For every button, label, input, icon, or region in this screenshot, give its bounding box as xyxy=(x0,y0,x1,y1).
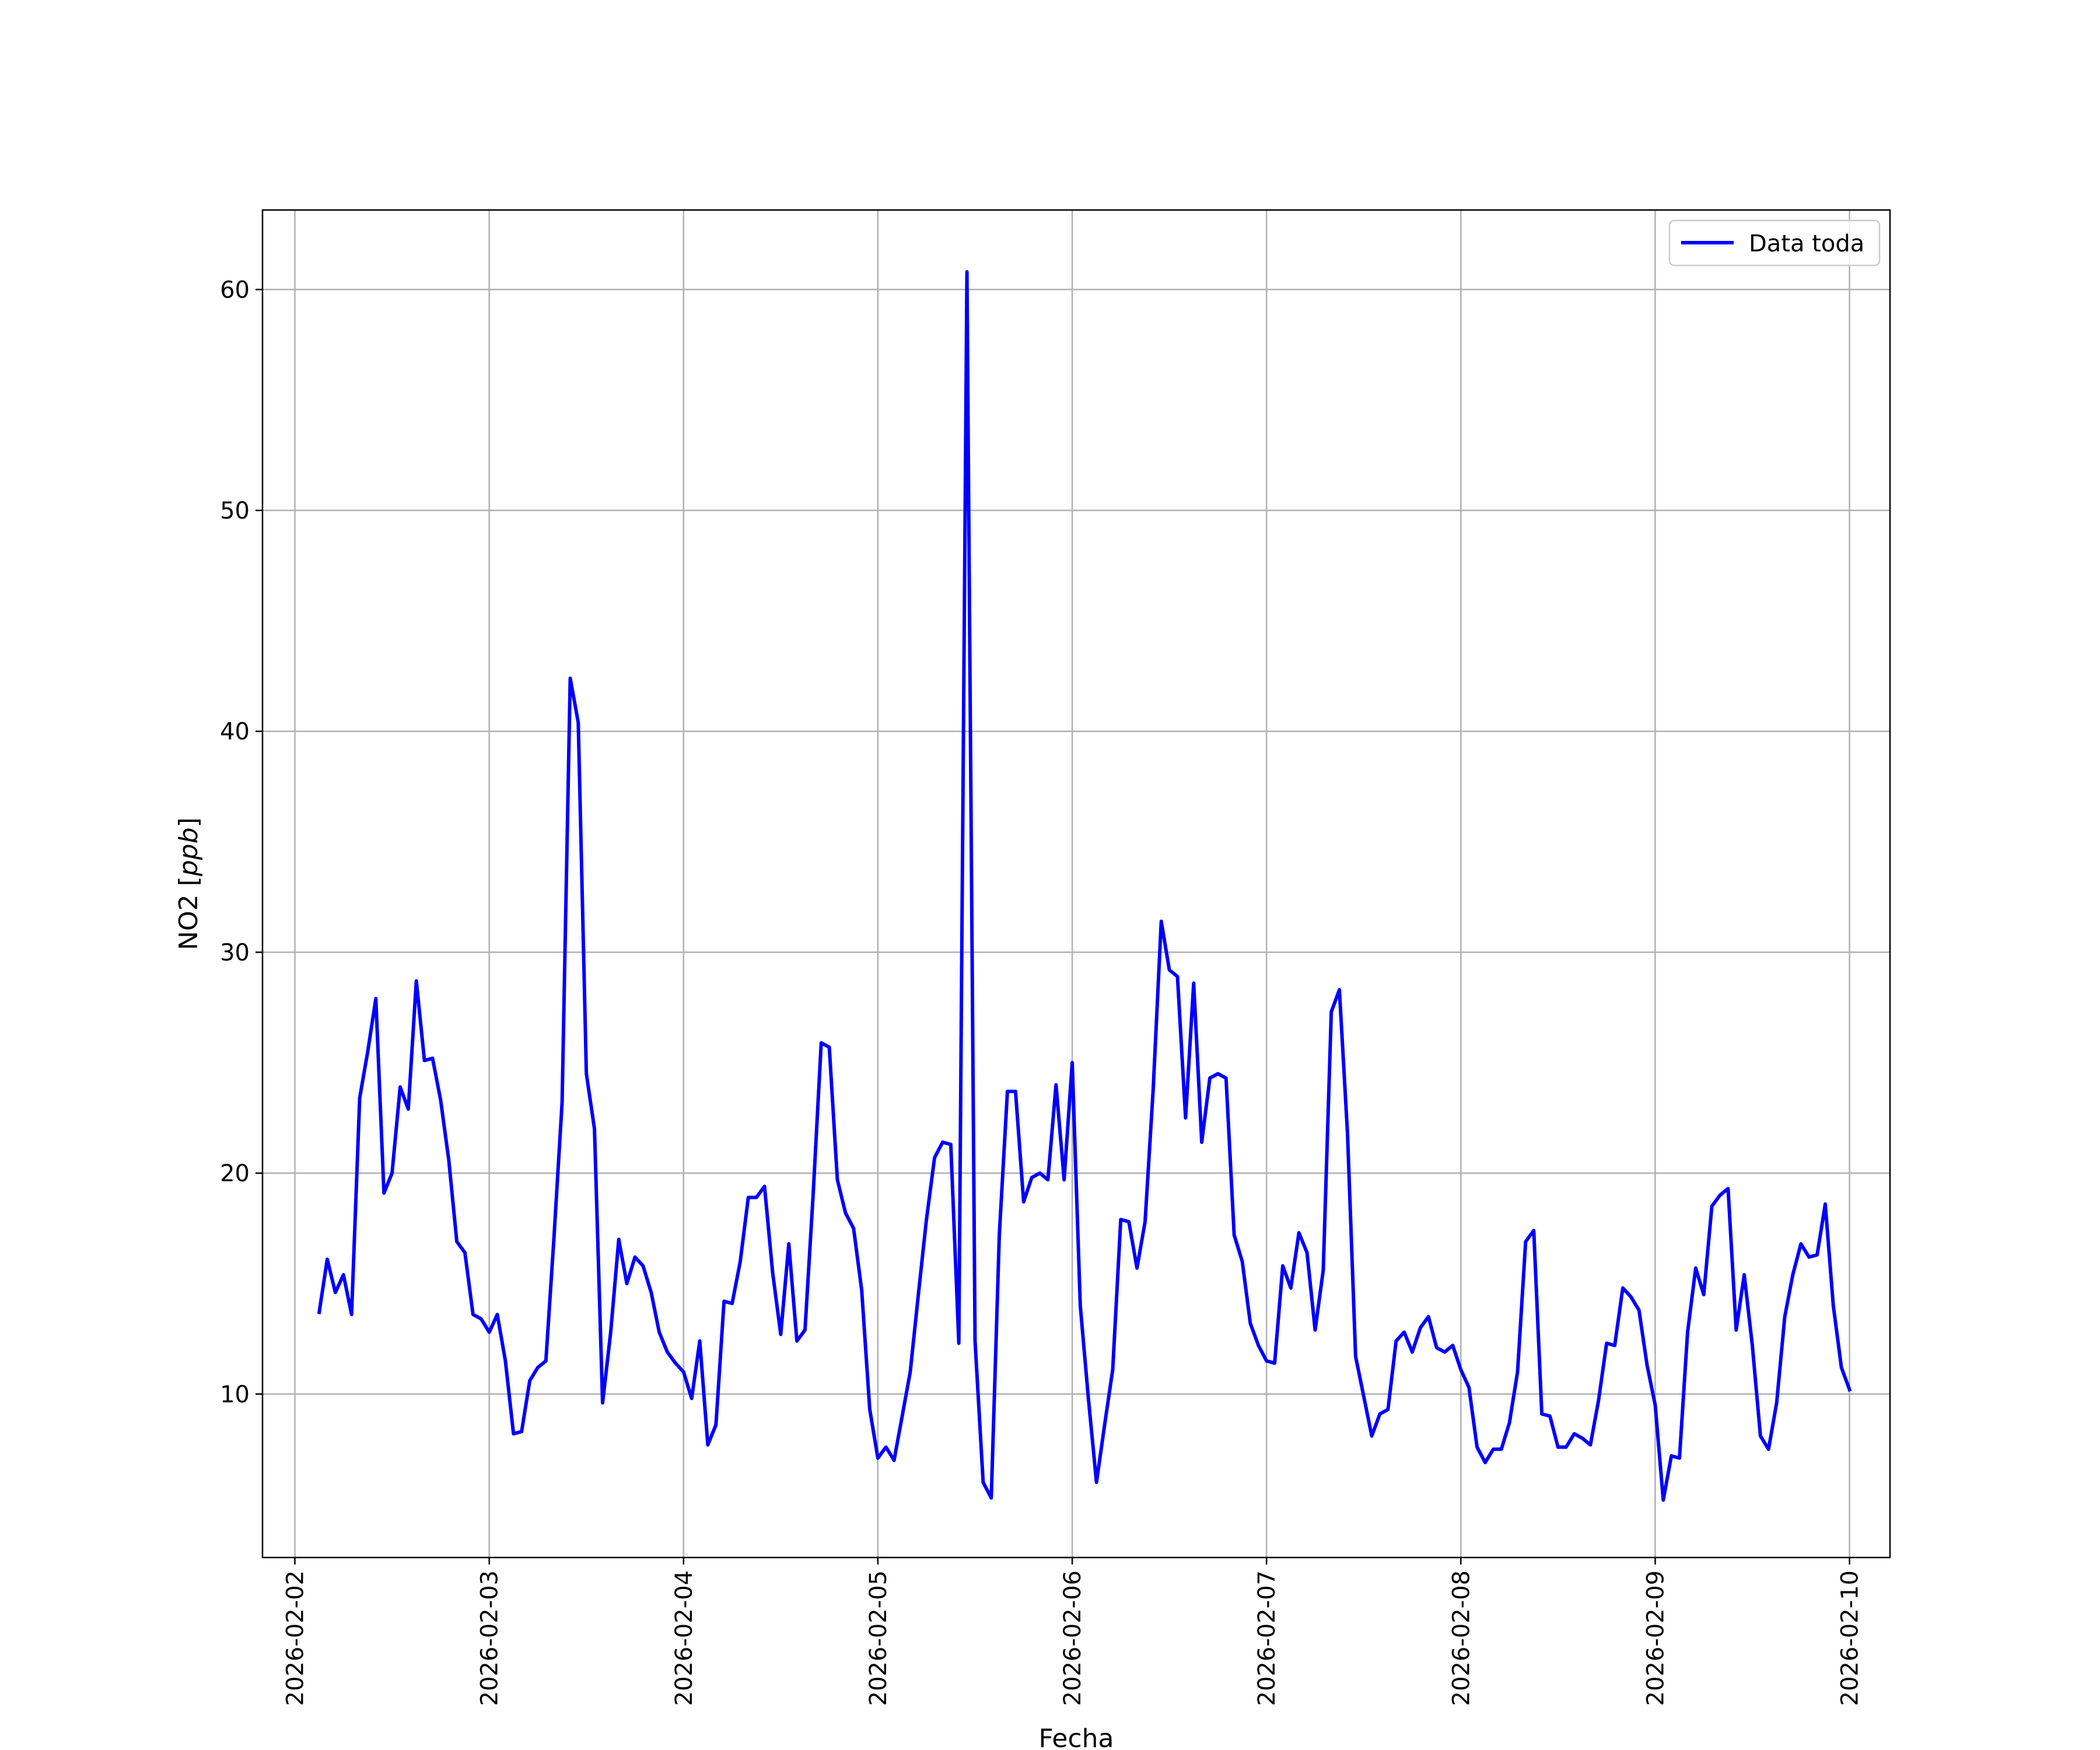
x-tick-label: 2026-02-09 xyxy=(1643,1570,1670,1706)
x-axis: 2026-02-02 2026-02-03 2026-02-04 2026-02-05… xyxy=(282,1558,1864,1706)
x-axis-label: Fecha xyxy=(1038,1724,1114,1750)
x-tick-label: 2026-02-03 xyxy=(477,1570,503,1706)
x-tick-label: 2026-02-02 xyxy=(282,1570,309,1706)
y-tick-label: 20 xyxy=(220,1160,250,1187)
x-gridlines xyxy=(294,210,1850,1558)
legend-box xyxy=(1668,219,1881,267)
y-axis-label-suffix: ] xyxy=(174,817,204,827)
legend-label: Data toda xyxy=(1749,230,1864,257)
x-tick-label: 2026-02-06 xyxy=(1059,1570,1086,1706)
plot-frame xyxy=(261,209,1891,1559)
y-axis-label: NO2 [ppb] xyxy=(174,817,204,950)
x-tick-label: 2026-02-07 xyxy=(1254,1570,1280,1706)
legend: Data toda xyxy=(1668,219,1881,267)
y-axis-label-unit: ppb xyxy=(174,827,204,877)
y-tick-label: 50 xyxy=(220,498,250,524)
plot-area xyxy=(262,210,1890,1558)
y-axis-label-prefix: NO2 [ xyxy=(174,876,204,950)
y-axis: 10 20 30 40 50 60 xyxy=(220,276,262,1408)
series-line-0 xyxy=(317,270,1852,1502)
x-tick-label: 2026-02-08 xyxy=(1448,1570,1475,1706)
y-tick-label: 60 xyxy=(220,276,250,303)
x-tick-label: 2026-02-05 xyxy=(865,1570,892,1706)
x-tick-label: 2026-02-10 xyxy=(1837,1570,1864,1706)
series-layer xyxy=(317,270,1852,1502)
y-tick-label: 30 xyxy=(220,939,250,966)
y-tick-label: 40 xyxy=(220,719,250,746)
x-tick-label: 2026-02-04 xyxy=(671,1570,698,1706)
y-tick-label: 10 xyxy=(220,1381,250,1408)
